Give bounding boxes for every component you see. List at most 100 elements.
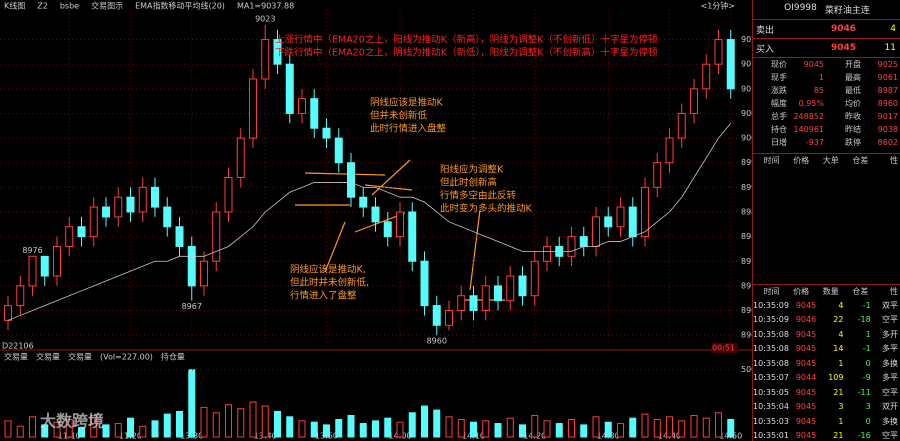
volume-bar (396, 421, 404, 438)
candle-body (200, 260, 208, 287)
trade-cell: 1 (838, 358, 844, 368)
trade-row: 10:35:08 9045 4 1 多开 (753, 327, 900, 342)
candle-body (702, 63, 711, 90)
candle-body (4, 305, 12, 321)
volume-bar (653, 419, 661, 438)
trade-cell: 9045 (795, 300, 817, 310)
stat-cell: 9038 (877, 125, 898, 134)
trade-cell: 9045 (795, 344, 817, 354)
volume-tab: 交易量 (4, 352, 28, 362)
ema-line (7, 123, 732, 321)
trade-cell: 10:35:07 (753, 373, 789, 383)
volume-bar (274, 410, 281, 438)
trade-cell: 双平 (882, 300, 898, 310)
toolbar-item: MA1=9037.88 (237, 2, 294, 11)
volume-bar (261, 405, 269, 438)
volume-bar (188, 369, 196, 438)
header-cell: 价格 (793, 156, 810, 165)
volume-bar (286, 416, 294, 438)
y-tick-label: 8985 (741, 207, 752, 216)
candle-body (641, 186, 649, 238)
trade-cell: 0 (865, 358, 871, 368)
trade-cell: 3 (865, 402, 871, 412)
note-text: 阴线应该是推动K (370, 97, 444, 109)
volume-bar (727, 419, 735, 438)
header-cell: 数量 (822, 287, 839, 296)
y-tick-label: 9015 (741, 60, 752, 69)
candle-body (420, 260, 429, 307)
stat-cell: 9045 (803, 60, 824, 69)
candle-body (16, 285, 25, 307)
trade-cell: 空平 (882, 315, 898, 325)
big-order-header: 时间 价格 大单 仓差 性 (753, 153, 900, 285)
trade-cell: 22 (833, 315, 844, 325)
trades-header: 时间 价格 数量 仓差 性 (753, 285, 900, 298)
period-label: <1分钟> (701, 1, 736, 11)
volume-bar (249, 401, 257, 438)
trade-cell: 10:35:04 (753, 402, 789, 412)
y-tick-label: 9005 (741, 109, 752, 118)
y-tick-label: 9010 (741, 84, 752, 93)
candle-body (175, 226, 184, 247)
stat-row: 持仓 140961 昨结 9038 (753, 123, 900, 136)
book-label: 买入 (756, 44, 775, 55)
candle-body (726, 39, 735, 90)
trade-row: 10:35:05 9045 21 -11 空平 (753, 385, 900, 400)
stat-cell: 昨收 (845, 112, 861, 121)
note-text: 此时变为多头的推动K (440, 203, 533, 215)
candle-body (224, 177, 233, 213)
volume-bar (543, 420, 551, 438)
candle-body (285, 63, 294, 114)
trade-cell: 10:35:08 (753, 329, 789, 339)
clock: 00:51 (712, 344, 735, 353)
stat-cell: 8602 (877, 138, 898, 147)
candle-body (604, 216, 613, 228)
stat-cell: 昨结 (845, 125, 861, 134)
rule-text: 上涨行情中（EMA20之上，阳线为推动K（新高），阴线为调整K（不创新低）十字星… (275, 34, 658, 46)
stat-cell: 8987 (877, 86, 898, 95)
trade-cell: 4 (838, 300, 844, 310)
volume-bar (457, 419, 465, 438)
volume-bar (678, 420, 686, 438)
trade-cell: 109 (828, 373, 844, 383)
candle-body (445, 310, 453, 326)
candle-body (432, 305, 441, 326)
note-text: 行情多空由此反转 (440, 190, 517, 202)
candle-body (347, 162, 355, 198)
stat-cell: 涨跌 (771, 86, 787, 95)
trade-cell: 9045 (795, 402, 817, 412)
volume-bar (445, 416, 453, 438)
symbol: OI9998 (784, 3, 817, 13)
volume-bar (715, 412, 722, 438)
volume-bar (298, 420, 306, 438)
volume-bar (225, 404, 232, 438)
volume-bar (433, 409, 441, 438)
trade-row: 10:35:04 9045 3 3 双开 (753, 400, 900, 415)
stat-row: 现手 1 最高 9061 (753, 71, 900, 84)
volume-bar (90, 414, 98, 438)
toolbar-item: bsbe (60, 2, 79, 11)
stat-cell: 9061 (877, 73, 898, 82)
candle-body (40, 255, 49, 277)
trade-cell: -1 (862, 344, 871, 354)
volume-bar (53, 421, 61, 438)
stat-cell: 现手 (771, 73, 787, 82)
trade-cell: 21 (833, 431, 844, 441)
toolbar-item: K线图 (4, 1, 25, 11)
volume-bar (568, 419, 575, 438)
trade-cell: -18 (857, 315, 871, 325)
candle-body (579, 236, 588, 247)
note-text: 但此时创新高 (440, 177, 497, 189)
volume-bar (176, 410, 183, 438)
toolbar-item: EMA指数移动平均线(20) (135, 1, 225, 11)
trade-cell: -16 (857, 431, 871, 441)
volume-bar (641, 413, 649, 438)
trade-cell: 9046 (795, 315, 817, 325)
candle-body (126, 196, 135, 213)
y-tick-label: 9000 (741, 134, 752, 143)
trade-cell: 9045 (795, 329, 817, 339)
volume-bar (384, 417, 392, 438)
volume-bar (29, 416, 36, 438)
candle-body (212, 211, 221, 262)
volume-bar (335, 419, 343, 438)
